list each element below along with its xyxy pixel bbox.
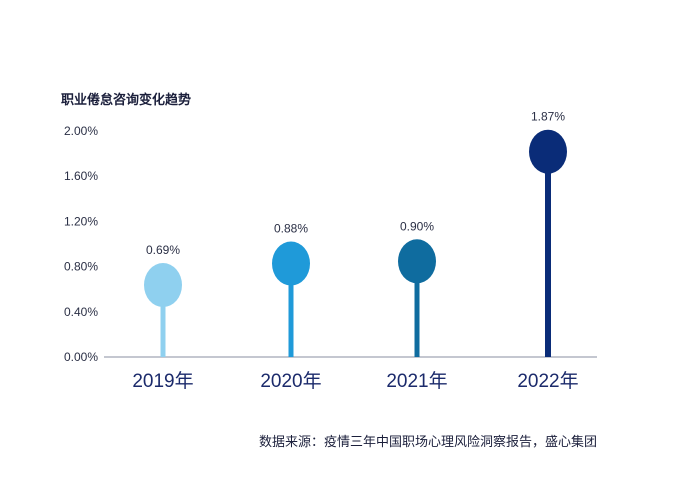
dot (272, 241, 310, 286)
dot (144, 263, 182, 308)
x-tick-label: 2022年 (517, 370, 578, 392)
y-tick-label: 0.80% (64, 260, 98, 274)
stems (160, 151, 551, 357)
y-tick-label: 1.20% (64, 214, 98, 228)
value-label: 1.87% (531, 110, 565, 124)
value-label: 0.88% (274, 222, 308, 236)
chart-source: 数据来源：疫情三年中国职场心理风险洞察报告，盛心集团 (258, 435, 597, 450)
value-label: 0.69% (146, 243, 180, 257)
y-axis-ticks: 0.00% 0.40% 0.80% 1.20% 1.60% 2.00% (64, 124, 98, 364)
chart-title: 职业倦怠咨询变化趋势 (61, 93, 192, 108)
y-tick-label: 0.40% (64, 305, 98, 319)
dots (144, 129, 567, 308)
x-tick-label: 2020年 (260, 370, 321, 392)
y-tick-label: 1.60% (64, 169, 98, 183)
y-tick-label: 0.00% (64, 350, 98, 364)
x-tick-label: 2021年 (386, 370, 447, 392)
x-tick-label: 2019年 (132, 370, 193, 392)
value-labels: 0.69% 0.88% 0.90% 1.87% (146, 110, 565, 257)
dot (529, 129, 567, 174)
dot (398, 239, 436, 284)
x-axis-labels: 2019年 2020年 2021年 2022年 (132, 370, 578, 392)
y-tick-label: 2.00% (64, 124, 98, 138)
value-label: 0.90% (400, 219, 434, 233)
